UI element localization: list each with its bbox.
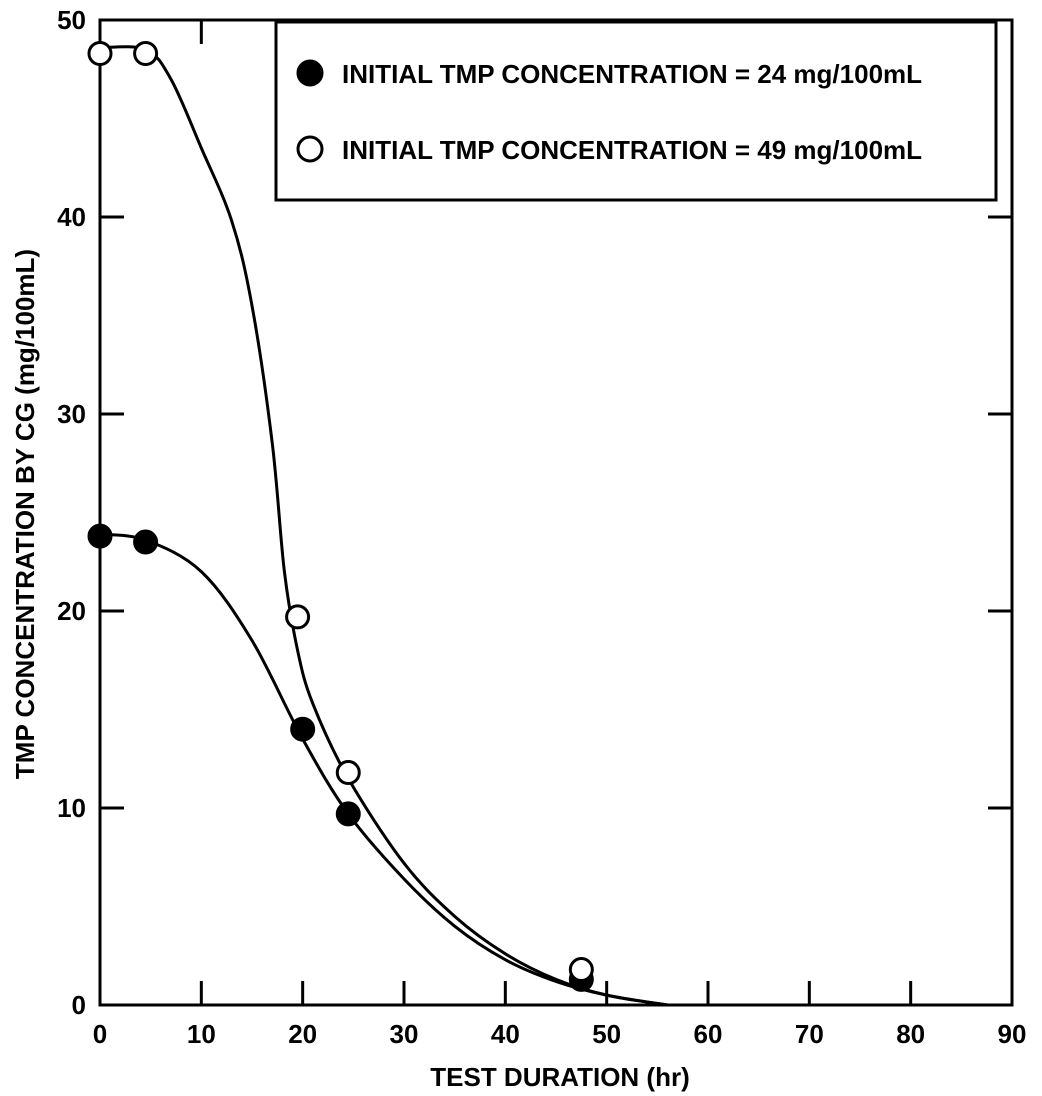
legend-box xyxy=(274,20,998,202)
y-tick-label: 20 xyxy=(57,596,86,626)
data-point-series-2 xyxy=(87,40,113,66)
data-point-series-2 xyxy=(133,40,159,66)
data-points xyxy=(87,40,594,992)
legend-marker-open xyxy=(296,135,324,163)
x-axis-title: TEST DURATION (hr) xyxy=(430,1062,690,1092)
y-tick-label: 50 xyxy=(57,5,86,35)
data-point-series-1 xyxy=(87,523,113,549)
fit-curve-series-1 xyxy=(99,532,668,1007)
y-tick-label: 40 xyxy=(57,202,86,232)
legend-label-series-2: INITIAL TMP CONCENTRATION = 49 mg/100mL xyxy=(342,135,922,165)
legend-marker-filled xyxy=(296,59,324,87)
fit-curve-series-2 xyxy=(99,45,668,1007)
x-tick-label: 50 xyxy=(592,1019,621,1049)
x-tick-label: 30 xyxy=(390,1019,419,1049)
axes: 0 10 20 30 40 50 60 70 80 90 0 10 20 30 40 50 xyxy=(57,5,1026,1049)
x-tick-label: 80 xyxy=(896,1019,925,1049)
y-axis-title: TMP CONCENTRATION BY CG (mg/100mL) xyxy=(10,249,40,779)
data-point-series-2 xyxy=(568,957,594,983)
y-tick-label: 30 xyxy=(57,399,86,429)
fit-curves xyxy=(99,45,668,1007)
y-tick-label: 10 xyxy=(57,793,86,823)
x-tick-label: 20 xyxy=(288,1019,317,1049)
plot-frame xyxy=(98,18,1014,1007)
y-tick-label: 0 xyxy=(72,990,86,1020)
data-point-series-2 xyxy=(335,760,361,786)
x-tick-label: 10 xyxy=(187,1019,216,1049)
x-tick-label: 90 xyxy=(998,1019,1027,1049)
x-tick-label: 70 xyxy=(795,1019,824,1049)
x-tick-label: 0 xyxy=(93,1019,107,1049)
x-tick-label: 60 xyxy=(694,1019,723,1049)
legend-label-series-1: INITIAL TMP CONCENTRATION = 24 mg/100mL xyxy=(342,59,922,89)
x-tick-label: 40 xyxy=(491,1019,520,1049)
data-point-series-1 xyxy=(290,716,316,742)
legend: INITIAL TMP CONCENTRATION = 24 mg/100mL … xyxy=(274,20,998,202)
data-point-series-1 xyxy=(133,529,159,555)
data-point-series-2 xyxy=(285,604,311,630)
data-point-series-1 xyxy=(335,801,361,827)
